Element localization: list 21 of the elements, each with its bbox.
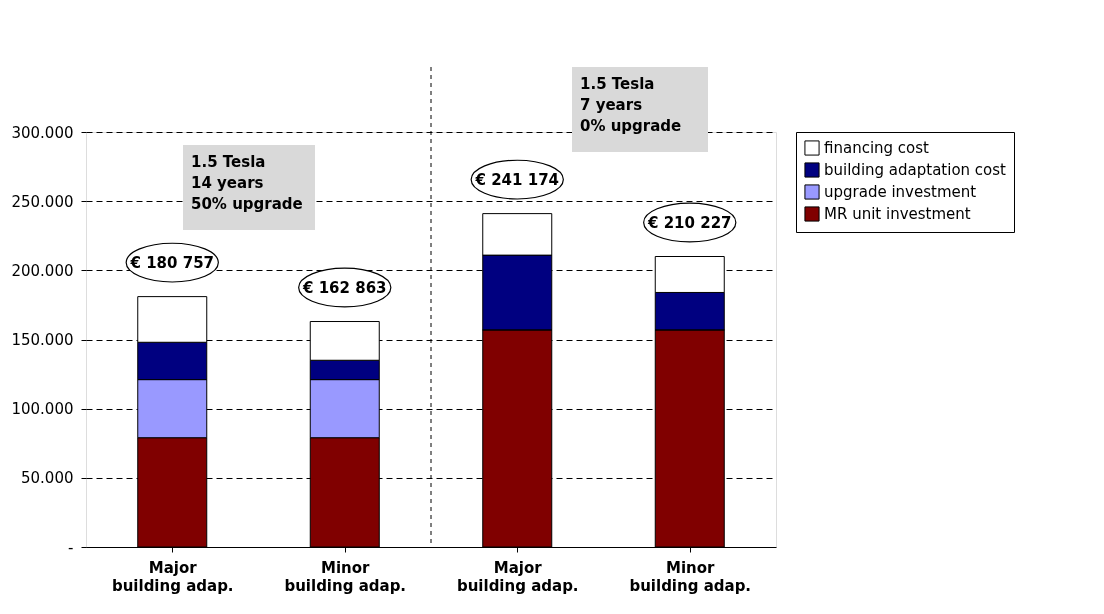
y-tick-label: 300.000 <box>11 123 74 142</box>
annotation: € 162 863 <box>301 278 387 297</box>
annotation: 1.5 Tesla 7 years 0% upgrade <box>580 75 682 135</box>
legend-label: upgrade investment <box>824 183 977 201</box>
annotation: € 210 227 <box>646 213 732 232</box>
x-tick-label: Minor building adap. <box>284 558 407 595</box>
y-tick-label: 100.000 <box>11 400 74 419</box>
annotation: 1.5 Tesla 14 years 50% upgrade <box>191 153 303 213</box>
annotation: € 241 174 <box>474 170 560 189</box>
legend-label: financing cost <box>824 139 930 157</box>
y-tick-label: 250.000 <box>11 192 74 211</box>
x-tick-label: Minor building adap. <box>629 558 752 595</box>
y-tick-label: - <box>68 538 74 557</box>
y-tick-label: 150.000 <box>11 331 74 349</box>
x-tick-label: Major building adap. <box>456 558 579 595</box>
annotation: € 180 757 <box>129 253 215 272</box>
y-tick-label: 200.000 <box>11 261 74 280</box>
x-tick-label: Major building adap. <box>111 558 234 595</box>
legend-label: MR unit investment <box>824 205 971 223</box>
legend-label: building adaptation cost <box>824 161 1007 179</box>
y-tick-label: 50.000 <box>21 469 74 488</box>
